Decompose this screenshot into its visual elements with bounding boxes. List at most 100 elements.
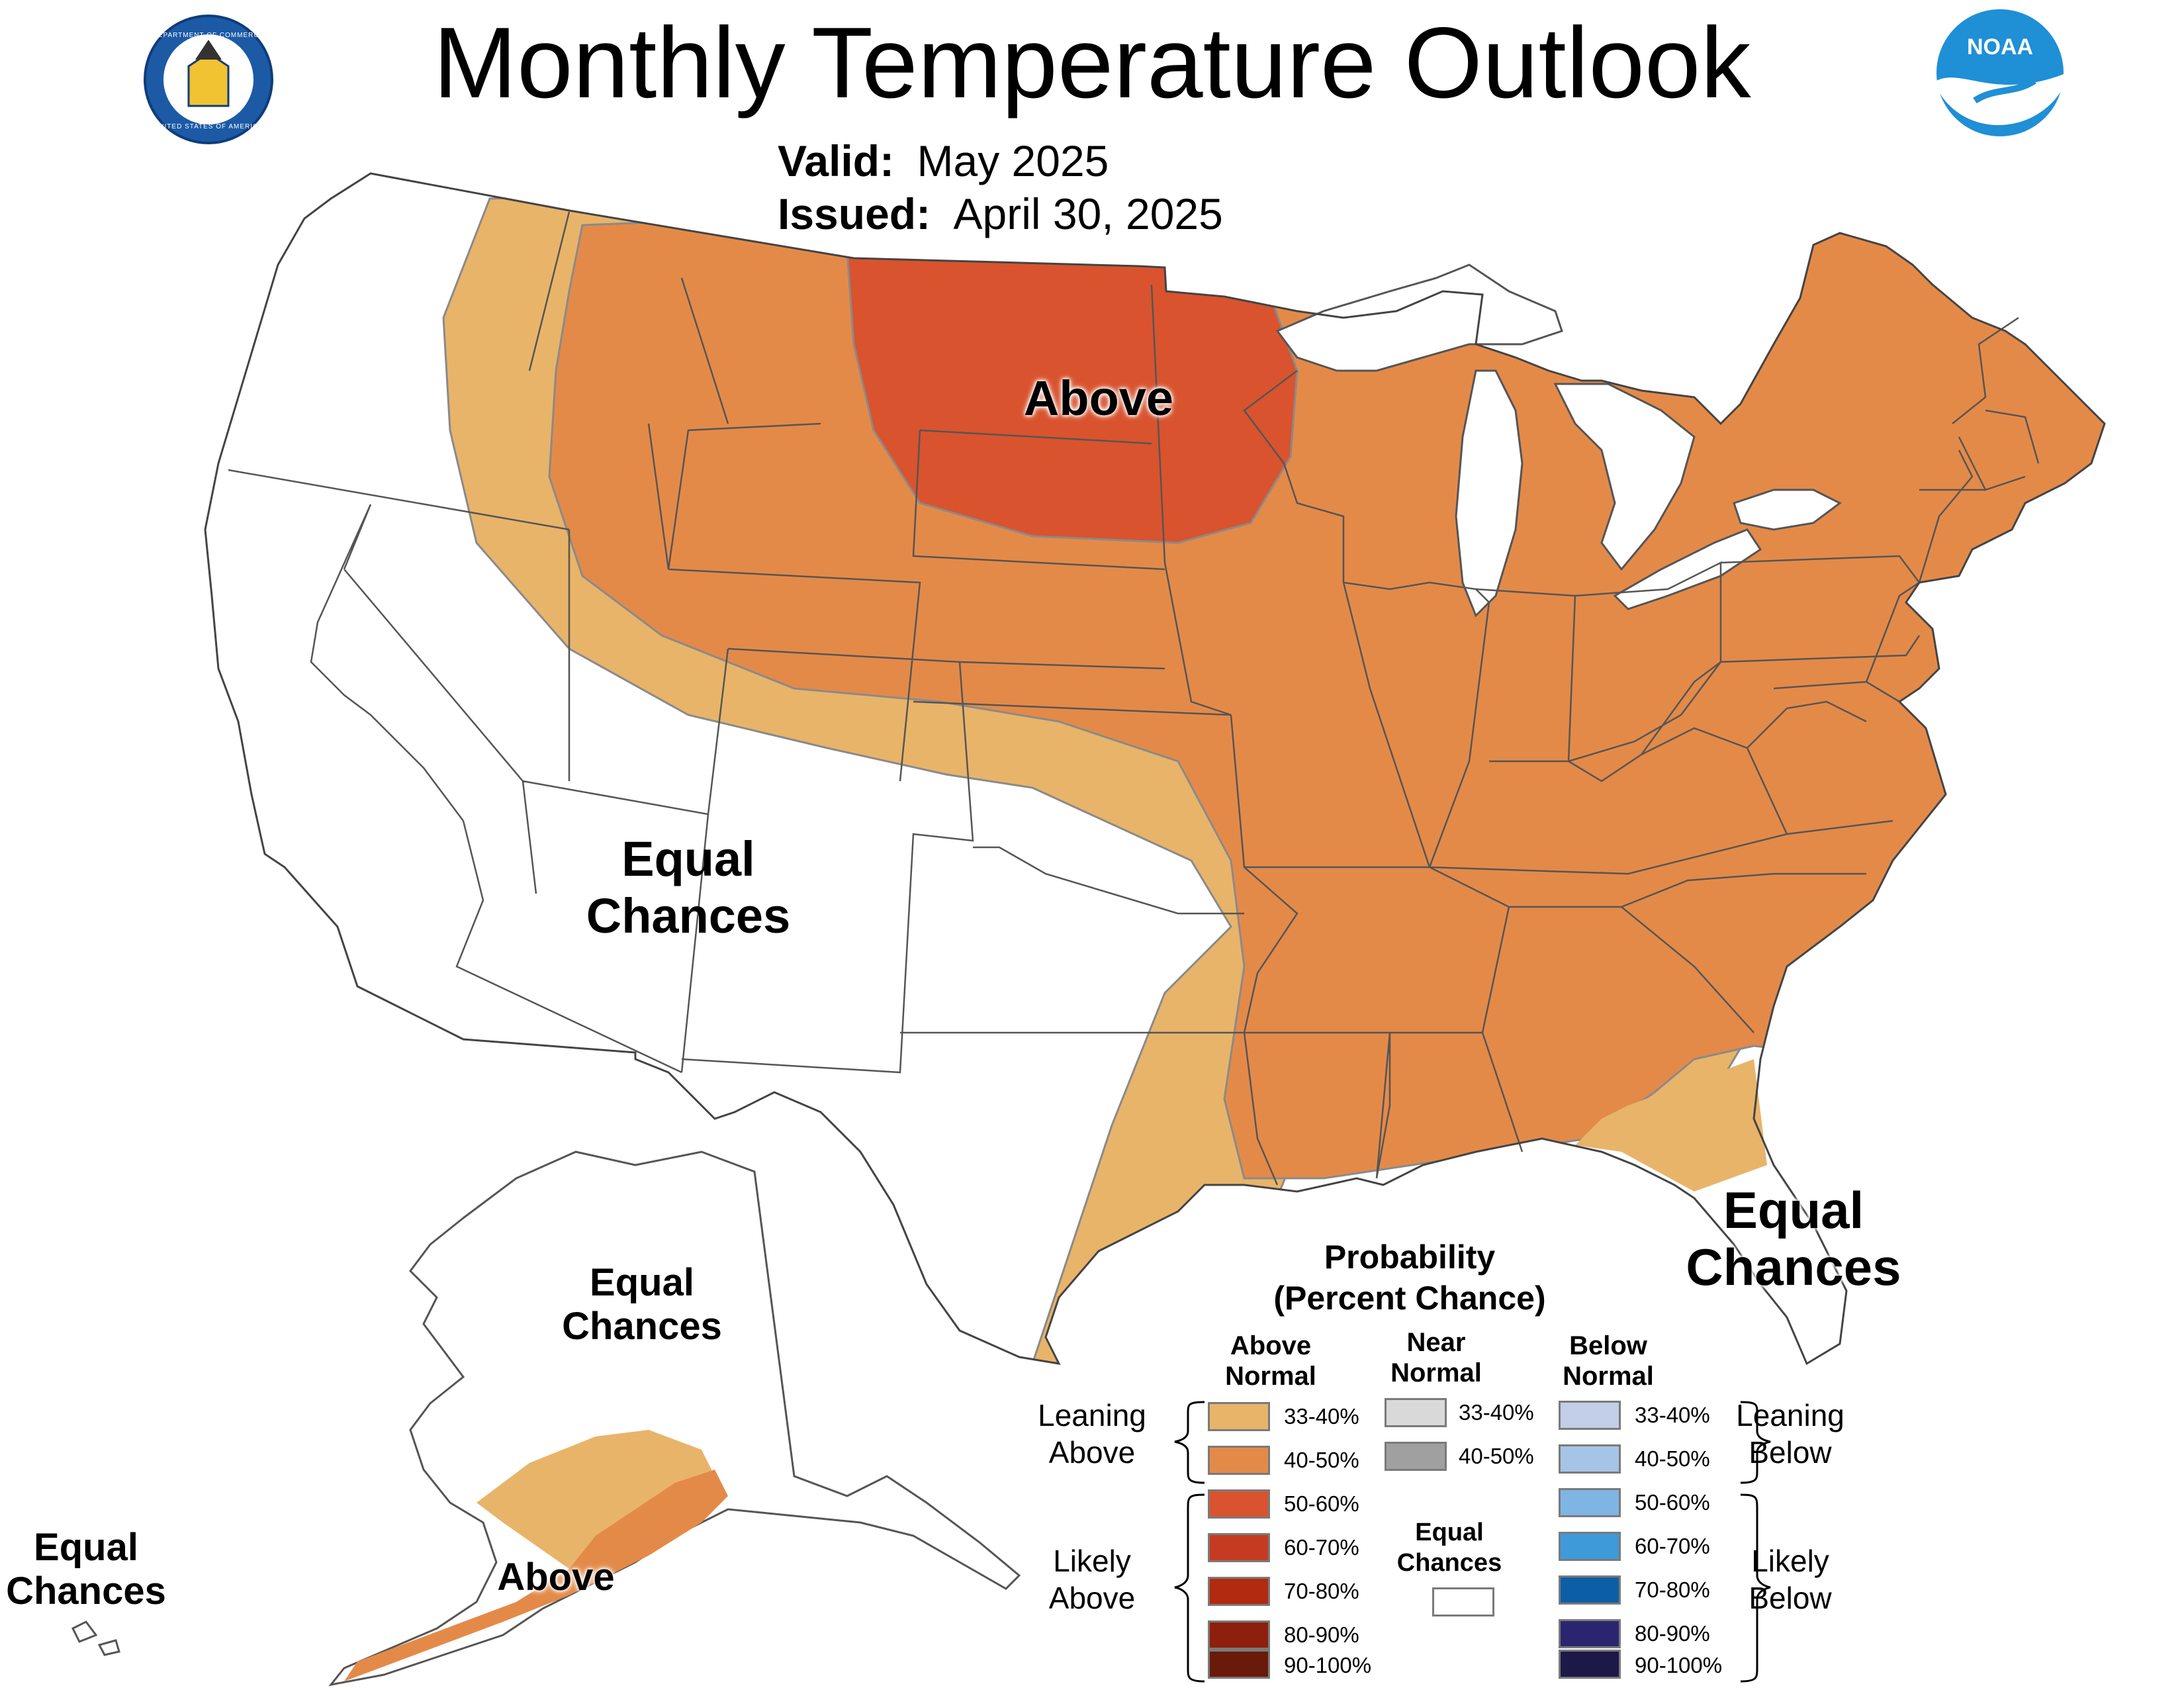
label-near-33-40: 33-40% <box>1459 1400 1534 1425</box>
state-boundaries <box>228 211 2040 1186</box>
legend-col-near-normal: Near Normal <box>1370 1327 1502 1388</box>
alaska-above-label: Above <box>497 1556 615 1599</box>
legend-likely-above-line1: Likely <box>1053 1544 1131 1578</box>
swatch-below-40-50 <box>1559 1444 1621 1474</box>
commerce-ring-top-text: DEPARTMENT OF COMMERCE <box>152 32 265 39</box>
label-below-70-80: 70-80% <box>1635 1577 1710 1602</box>
label-above-90-100: 90-100% <box>1284 1653 1372 1677</box>
legend-title-line1: Probability <box>1324 1239 1496 1276</box>
legend-likely-above-line2: Above <box>1048 1581 1136 1615</box>
issued-label: Issued: <box>778 189 931 238</box>
legend-col-below-line2: Normal <box>1563 1362 1654 1391</box>
label-above-40-50: 40-50% <box>1284 1448 1359 1472</box>
leaning-above-brace <box>1174 1401 1205 1484</box>
legend-leaning-above-label: Leaning Above <box>1019 1397 1165 1471</box>
conus-west-ec-line1: Equal <box>621 831 755 886</box>
issued-date: Issued: April 30, 2025 <box>778 189 1223 239</box>
florida-equal-chances-label: Equal Chances <box>1668 1182 1919 1295</box>
lake-huron <box>1553 383 1696 571</box>
label-below-40-50: 40-50% <box>1635 1446 1710 1471</box>
swatch-above-90-100 <box>1208 1650 1270 1679</box>
label-near-40-50: 40-50% <box>1459 1444 1534 1468</box>
label-below-50-60: 50-60% <box>1635 1490 1710 1515</box>
alaska-equal-chances-label: Equal Chances <box>536 1261 748 1348</box>
label-above-60-70: 60-70% <box>1284 1535 1359 1560</box>
alaska-above-40-50-area <box>344 1470 728 1681</box>
swatch-below-60-70 <box>1559 1532 1621 1561</box>
hawaii-island-2 <box>97 1639 120 1656</box>
legend-likely-below-line1: Likely <box>1751 1544 1829 1578</box>
legend-col-near-line1: Near <box>1406 1328 1466 1357</box>
swatch-equal-chances <box>1432 1587 1494 1617</box>
alaska-ec-line2: Chances <box>562 1305 722 1348</box>
commerce-ring-bottom-text: UNITED STATES OF AMERICA <box>154 123 263 130</box>
swatch-below-80-90 <box>1559 1619 1621 1648</box>
lake-ontario <box>1733 489 1842 531</box>
label-below-33-40: 33-40% <box>1635 1403 1710 1427</box>
hawaii-ec-line1: Equal <box>34 1526 138 1569</box>
swatch-near-33-40 <box>1385 1398 1447 1427</box>
legend-equal-chances-line1: Equal <box>1415 1519 1484 1546</box>
legend-likely-below-label: Likely Below <box>1717 1542 1863 1617</box>
label-below-80-90: 80-90% <box>1635 1621 1710 1646</box>
conus-above-label: Above <box>1023 371 1174 426</box>
likely-above-brace <box>1174 1493 1205 1683</box>
swatch-above-70-80 <box>1208 1577 1270 1606</box>
page-title: Monthly Temperature Outlook <box>433 7 1751 119</box>
label-above-70-80: 70-80% <box>1284 1579 1359 1603</box>
swatch-above-33-40 <box>1208 1402 1270 1431</box>
legend-braces <box>1174 1401 1771 1683</box>
swatch-below-50-60 <box>1559 1488 1621 1517</box>
swatch-above-60-70 <box>1208 1533 1270 1562</box>
noaa-logo-text: NOAA <box>1966 34 2034 60</box>
legend-leaning-below-line2: Below <box>1749 1435 1832 1470</box>
florida-ec-line1: Equal <box>1723 1181 1864 1239</box>
label-below-60-70: 60-70% <box>1635 1534 1710 1558</box>
alaska-leaning-above-area <box>477 1430 715 1569</box>
legend-col-above-line1: Above <box>1230 1331 1312 1360</box>
lake-erie <box>1613 528 1762 610</box>
department-of-commerce-logo: DEPARTMENT OF COMMERCE UNITED STATES OF … <box>142 13 275 146</box>
legend-title: Probability (Percent Chance) <box>1231 1237 1588 1319</box>
florida-leaning-above-area <box>1575 1059 1767 1192</box>
lake-michigan <box>1455 369 1524 618</box>
issued-value: April 30, 2025 <box>953 189 1223 238</box>
label-below-90-100: 90-100% <box>1635 1653 1723 1677</box>
hawaii-ec-line2: Chances <box>6 1570 166 1613</box>
legend-col-near-line2: Normal <box>1390 1358 1482 1387</box>
alaska-ec-line1: Equal <box>590 1261 694 1304</box>
alaska-landmass <box>328 1150 1021 1687</box>
valid-date: Valid: May 2025 <box>778 136 1109 186</box>
valid-label: Valid: <box>778 136 895 185</box>
label-above-33-40: 33-40% <box>1284 1404 1359 1429</box>
legend-col-above-line2: Normal <box>1225 1362 1316 1391</box>
florida-ec-line2: Chances <box>1686 1238 1901 1296</box>
conus-west-equal-chances-label: Equal Chances <box>556 831 821 945</box>
swatch-above-50-60 <box>1208 1489 1270 1519</box>
hawaii-equal-chances-label: Equal Chances <box>0 1526 172 1613</box>
lake-superior <box>1275 263 1563 372</box>
legend-equal-chances-label: Equal Chances <box>1383 1517 1516 1578</box>
leaning-below-brace <box>1740 1401 1771 1484</box>
legend-leaning-above-line2: Above <box>1048 1435 1136 1470</box>
hawaii-island-1 <box>71 1620 98 1643</box>
swatch-below-90-100 <box>1559 1650 1621 1679</box>
legend-equal-chances-line2: Chances <box>1396 1549 1502 1577</box>
label-above-50-60: 50-60% <box>1284 1491 1359 1516</box>
legend-likely-above-label: Likely Above <box>1019 1542 1165 1617</box>
legend-title-line2: (Percent Chance) <box>1273 1280 1546 1317</box>
likely-below-brace <box>1740 1493 1771 1683</box>
legend-col-below-normal: Below Normal <box>1542 1331 1674 1391</box>
legend-likely-below-line2: Below <box>1749 1581 1832 1615</box>
valid-value: May 2025 <box>917 136 1109 185</box>
conus-west-ec-line2: Chances <box>586 888 791 943</box>
label-above-80-90: 80-90% <box>1284 1622 1359 1647</box>
legend: Probability (Percent Chance) Above Norma… <box>1006 1231 1844 1688</box>
noaa-logo: NOAA <box>1935 8 2065 138</box>
swatch-above-40-50 <box>1208 1446 1270 1475</box>
swatch-below-33-40 <box>1559 1401 1621 1430</box>
legend-col-below-line1: Below <box>1569 1331 1647 1360</box>
legend-leaning-above-line1: Leaning <box>1038 1398 1146 1432</box>
legend-col-above-normal: Above Normal <box>1205 1331 1337 1391</box>
